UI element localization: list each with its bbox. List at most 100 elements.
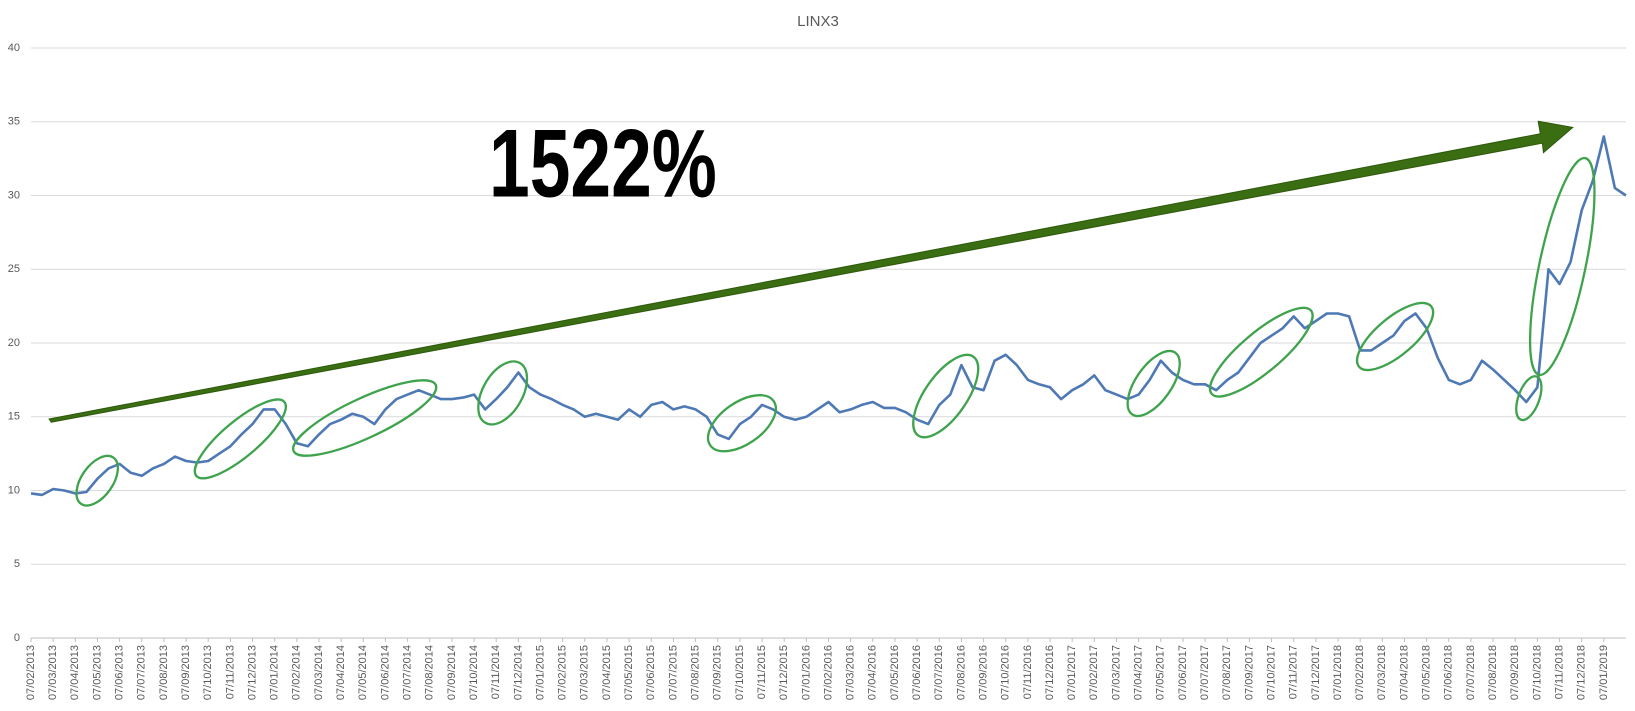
x-tick-label: 07/08/2013	[158, 645, 170, 700]
x-tick-label: 07/12/2015	[778, 645, 790, 700]
x-tick-label: 07/09/2016	[977, 645, 989, 700]
x-tick-label: 07/04/2014	[335, 645, 347, 700]
x-tick-label: 07/11/2017	[1288, 645, 1300, 699]
x-tick-label: 07/05/2016	[889, 645, 901, 700]
plot-area: 0 5 10 15 20 25 30 35 40 07/02/2013 07/03/2013 07/0…	[8, 42, 1627, 700]
x-tick-label: 07/06/2013	[114, 645, 126, 700]
x-tick-label: 07/07/2015	[667, 645, 679, 700]
x-tick-label: 07/02/2013	[25, 645, 37, 700]
highlight-ellipse	[912, 353, 980, 439]
x-tick-label: 07/11/2018	[1553, 645, 1565, 699]
x-tick-label: 07/12/2014	[512, 645, 524, 700]
x-tick-label: 07/06/2015	[645, 645, 657, 700]
x-tick-label: 07/05/2013	[91, 645, 103, 700]
highlight-ellipse	[193, 398, 287, 480]
x-tick-label: 07/12/2017	[1310, 645, 1322, 700]
x-tick-label: 07/10/2015	[734, 645, 746, 700]
x-tick-label: 07/05/2014	[357, 645, 369, 700]
x-tick-label: 07/11/2014	[490, 645, 502, 699]
y-tick-label: 30	[8, 189, 20, 201]
x-tick-label: 07/08/2015	[689, 645, 701, 700]
x-tick-label: 07/11/2015	[756, 645, 768, 699]
highlight-ellipse	[1515, 375, 1543, 422]
x-tick-label: 07/12/2018	[1576, 645, 1588, 700]
highlight-ellipse	[1355, 301, 1435, 372]
x-tick-label: 07/07/2018	[1465, 645, 1477, 700]
x-tick-label: 07/07/2016	[933, 645, 945, 700]
x-tick-label: 07/03/2014	[313, 645, 325, 700]
x-tick-label: 07/01/2015	[534, 645, 546, 700]
x-tick-label: 07/04/2018	[1398, 645, 1410, 700]
x-tick-label: 07/03/2018	[1376, 645, 1388, 700]
annotation-text: 1522%	[489, 110, 717, 217]
x-tick-label: 07/01/2014	[269, 645, 281, 700]
annotations: 1522%	[48, 110, 1596, 507]
x-tick-label: 07/01/2016	[800, 645, 812, 700]
x-tick-label: 07/02/2018	[1354, 645, 1366, 700]
y-tick-label: 15	[8, 411, 20, 423]
chart-title: LINX3	[797, 13, 839, 30]
highlight-ellipse	[1126, 349, 1181, 418]
y-tick-label: 5	[14, 558, 20, 570]
x-tick-label: 07/12/2016	[1044, 645, 1056, 700]
x-tick-label: 07/12/2013	[246, 645, 258, 700]
y-tick-label: 40	[8, 42, 20, 54]
x-tick-label: 07/01/2019	[1598, 645, 1610, 700]
highlight-ellipse	[1528, 156, 1596, 377]
x-tick-label: 07/03/2017	[1110, 645, 1122, 700]
x-tick-label: 07/07/2014	[402, 645, 414, 700]
y-tick-label: 0	[14, 632, 20, 644]
x-tick-label: 07/05/2017	[1155, 645, 1167, 700]
highlight-ellipse	[706, 394, 777, 453]
price-line	[30, 135, 1627, 497]
x-tick-label: 07/06/2018	[1443, 645, 1455, 700]
x-tick-label: 07/08/2016	[955, 645, 967, 700]
y-tick-label: 20	[8, 337, 20, 349]
highlight-ellipses	[75, 156, 1596, 507]
x-tick-label: 07/10/2016	[1000, 645, 1012, 700]
y-tick-label: 25	[8, 263, 20, 275]
x-tick-label: 07/03/2016	[845, 645, 857, 700]
x-tick-label: 07/10/2014	[468, 645, 480, 700]
x-tick-label: 07/05/2015	[623, 645, 635, 700]
highlight-ellipse	[75, 454, 119, 507]
x-tick-label: 07/11/2013	[224, 645, 236, 699]
x-tick-label: 07/07/2017	[1199, 645, 1211, 700]
trend-arrow	[48, 120, 1574, 423]
x-tick-label: 07/08/2014	[424, 645, 436, 700]
y-tick-label: 35	[8, 116, 20, 128]
x-tick-label: 07/05/2018	[1421, 645, 1433, 700]
highlight-ellipse	[1208, 306, 1314, 398]
x-tick-label: 07/01/2017	[1066, 645, 1078, 700]
x-tick-label: 07/04/2016	[867, 645, 879, 700]
x-tick-label: 07/04/2015	[601, 645, 613, 700]
x-tick-label: 07/06/2016	[911, 645, 923, 700]
x-tick-label: 07/06/2014	[379, 645, 391, 700]
x-tick-label: 07/02/2017	[1088, 645, 1100, 700]
x-tick-label: 07/08/2017	[1221, 645, 1233, 700]
x-tick-label: 07/03/2015	[579, 645, 591, 700]
x-tick-label: 07/10/2017	[1265, 645, 1277, 700]
highlight-ellipse	[477, 360, 529, 426]
highlight-ellipse	[292, 379, 438, 457]
x-tick-label: 07/02/2015	[557, 645, 569, 700]
x-tick-label: 07/07/2013	[136, 645, 148, 700]
x-tick-label: 07/09/2014	[446, 645, 458, 700]
x-tick-label: 07/09/2018	[1509, 645, 1521, 700]
x-tick-label: 07/06/2017	[1177, 645, 1189, 700]
x-tick-label: 07/04/2017	[1133, 645, 1145, 700]
x-tick-label: 07/09/2015	[712, 645, 724, 700]
x-tick-label: 07/10/2018	[1531, 645, 1543, 700]
x-tick-label: 07/10/2013	[202, 645, 214, 700]
x-tick-label: 07/01/2018	[1332, 645, 1344, 700]
x-tick-label: 07/03/2013	[47, 645, 59, 700]
x-tick-label: 07/09/2017	[1243, 645, 1255, 700]
x-tick-label: 07/02/2016	[822, 645, 834, 700]
x-tick-label: 07/11/2016	[1022, 645, 1034, 699]
x-tick-label: 07/08/2018	[1487, 645, 1499, 700]
x-tick-label: 07/02/2014	[291, 645, 303, 700]
y-tick-label: 10	[8, 484, 20, 496]
x-tick-label: 07/04/2013	[69, 645, 81, 700]
x-tick-label: 07/09/2013	[180, 645, 192, 700]
